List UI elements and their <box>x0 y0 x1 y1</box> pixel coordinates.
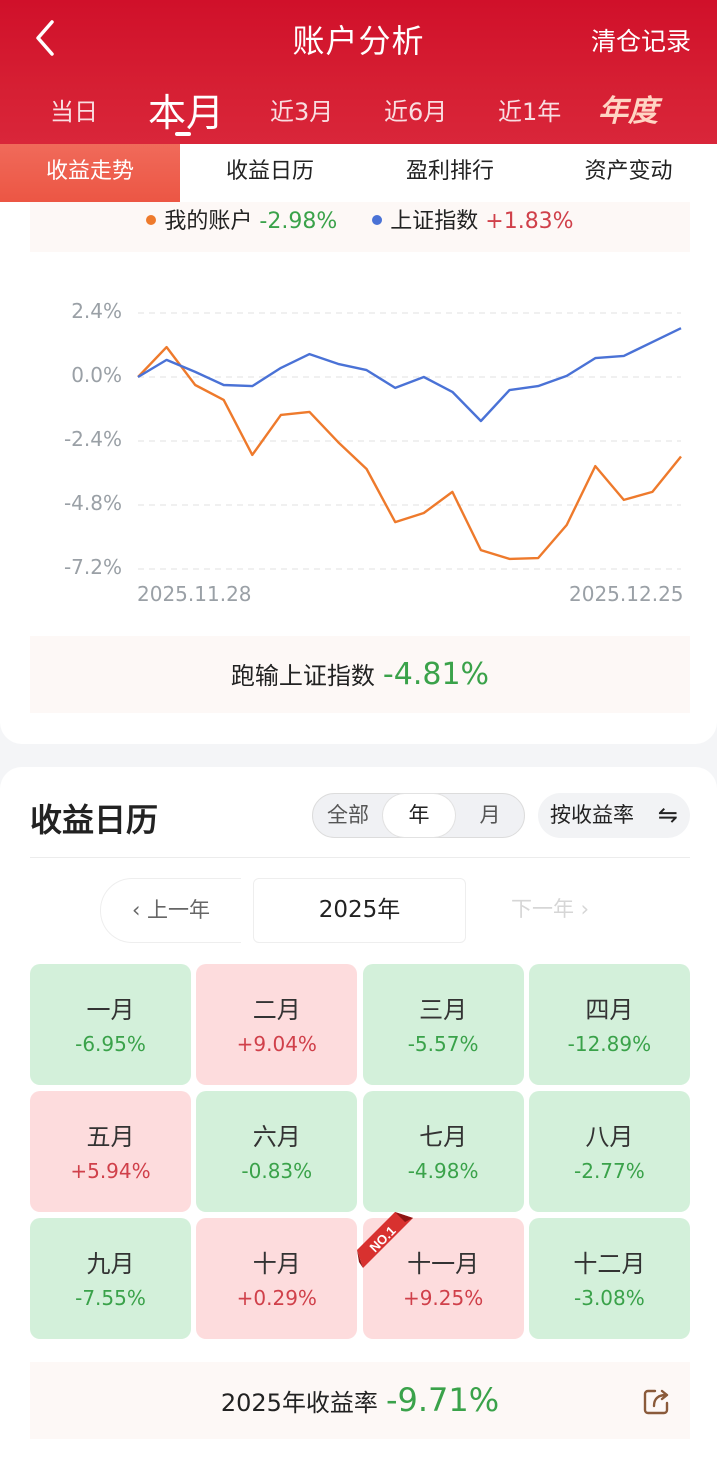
x-start-label: 2025.11.28 <box>137 582 252 606</box>
page-title: 账户分析 <box>292 22 425 60</box>
tab-profit-trend[interactable]: 收益走势 <box>0 144 180 202</box>
next-year-button: 下一年 › <box>490 878 610 943</box>
chevron-left-icon: ‹ <box>131 898 148 922</box>
month-cell[interactable]: 十月 +0.29% <box>196 1218 358 1339</box>
month-return: -4.98% <box>407 1159 479 1183</box>
y-tick: 0.0% <box>71 363 122 387</box>
month-return: -7.55% <box>75 1286 146 1310</box>
month-cell[interactable]: 四月 -12.89% <box>528 964 690 1085</box>
legend-account-value: -2.98% <box>259 209 338 234</box>
back-button[interactable] <box>30 18 64 58</box>
comparison-value: -4.81% <box>382 657 490 692</box>
year-total-label: 2025年收益率 <box>220 1389 378 1417</box>
tab-asset-change[interactable]: 资产变动 <box>584 159 673 184</box>
trend-card: 我的账户 -2.98% 上证指数 +1.83% 2.4% 0.0% -2.4% … <box>0 202 717 744</box>
segment-all[interactable]: 全部 <box>327 803 369 827</box>
month-return: +0.29% <box>236 1286 317 1310</box>
prev-year-label: 上一年 <box>147 898 211 922</box>
month-cell[interactable]: 二月 +9.04% <box>196 964 358 1085</box>
month-return: +9.04% <box>236 1032 317 1056</box>
month-cell[interactable]: 七月 -4.98% <box>362 1091 524 1212</box>
legend-index-label: 上证指数 <box>390 209 479 234</box>
month-name: 十二月 <box>573 1250 646 1278</box>
share-icon[interactable] <box>642 1386 672 1416</box>
orange-dot-icon <box>146 215 157 225</box>
blue-dot-icon <box>372 215 383 225</box>
month-return: +5.94% <box>70 1159 151 1183</box>
month-name: 八月 <box>585 1123 634 1151</box>
year-total-value: -9.71% <box>385 1381 500 1419</box>
month-name: 七月 <box>419 1123 468 1151</box>
y-tick: -7.2% <box>63 555 122 579</box>
month-cell[interactable]: 一月 -6.95% <box>30 964 191 1085</box>
month-cell[interactable]: 六月 -0.83% <box>196 1091 358 1212</box>
month-cell[interactable]: 十二月 -3.08% <box>528 1218 690 1339</box>
divider <box>30 857 690 858</box>
y-tick: -2.4% <box>63 427 122 451</box>
month-name: 十一月 <box>407 1250 480 1278</box>
period-selector: 当日 本月 近3月 近6月 近1年 年度 <box>0 82 717 136</box>
month-return: -0.83% <box>241 1159 313 1183</box>
trend-line-chart[interactable]: 2.4% 0.0% -2.4% -4.8% -7.2% 2025.11.28 2… <box>0 272 717 622</box>
month-name: 二月 <box>252 996 301 1024</box>
prev-year-button[interactable]: ‹ 上一年 <box>100 878 241 943</box>
rank-ribbon-icon: NO.1 <box>356 1212 413 1268</box>
legend-index-value: +1.83% <box>485 209 574 234</box>
month-return: -12.89% <box>567 1032 652 1056</box>
year-total-summary: 2025年收益率 -9.71% <box>30 1362 690 1439</box>
clearance-record-link[interactable]: 清仓记录 <box>590 27 691 56</box>
y-tick: -4.8% <box>63 491 122 515</box>
tab-profit-calendar[interactable]: 收益日历 <box>225 159 314 184</box>
month-name: 十月 <box>252 1250 301 1278</box>
view-segmented-control: 全部 年 月 <box>312 793 525 838</box>
period-annual[interactable]: 年度 <box>598 94 658 129</box>
app-header: 账户分析 清仓记录 当日 本月 近3月 近6月 近1年 年度 <box>0 0 717 144</box>
sort-label: 按收益率 <box>550 803 634 827</box>
period-today[interactable]: 当日 <box>50 98 98 126</box>
month-cell[interactable]: 九月 -7.55% <box>30 1218 191 1339</box>
month-return: -3.08% <box>574 1286 645 1310</box>
comparison-summary: 跑输上证指数 -4.81% <box>30 636 690 713</box>
legend-account: 我的账户 -2.98% <box>146 202 337 242</box>
analysis-tabs: 收益走势 收益日历 盈利排行 资产变动 <box>0 144 717 202</box>
month-name: 一月 <box>86 996 135 1024</box>
period-6-months[interactable]: 近6月 <box>384 98 448 126</box>
chevron-left-icon <box>36 20 54 56</box>
chart-plot-area <box>137 312 682 570</box>
comparison-label: 跑输上证指数 <box>230 662 375 690</box>
month-name: 三月 <box>419 996 468 1024</box>
month-cell[interactable]: 五月 +5.94% <box>30 1091 191 1212</box>
period-this-month[interactable]: 本月 <box>148 82 224 137</box>
month-name: 四月 <box>585 996 634 1024</box>
month-return: -6.95% <box>75 1032 146 1056</box>
segment-month[interactable]: 月 <box>479 803 501 827</box>
swap-icon: ⇋ <box>657 801 678 829</box>
tab-profit-ranking[interactable]: 盈利排行 <box>405 159 494 184</box>
year-selector[interactable]: 2025年 <box>253 878 466 943</box>
month-return: -2.77% <box>574 1159 645 1183</box>
month-name: 五月 <box>86 1123 135 1151</box>
period-3-months[interactable]: 近3月 <box>270 98 334 126</box>
month-return: -5.57% <box>407 1032 479 1056</box>
month-name: 六月 <box>252 1123 301 1151</box>
legend-index: 上证指数 +1.83% <box>372 202 574 242</box>
month-name: 九月 <box>86 1250 135 1278</box>
month-return: +9.25% <box>402 1286 484 1310</box>
chart-legend: 我的账户 -2.98% 上证指数 +1.83% <box>30 202 690 252</box>
month-cell[interactable]: 十一月 +9.25% NO.1 <box>356 1212 524 1339</box>
segment-year[interactable]: 年 <box>383 794 455 837</box>
calendar-card: 收益日历 全部 年 月 按收益率 ⇋ ‹ 上一年 2025年 下一年 › 一月 -… <box>0 767 717 1460</box>
chevron-right-icon: › <box>573 897 590 921</box>
month-cell[interactable]: 三月 -5.57% <box>362 964 524 1085</box>
next-year-label: 下一年 <box>510 897 574 921</box>
y-tick: 2.4% <box>71 299 122 323</box>
x-end-label: 2025.12.25 <box>569 582 684 606</box>
calendar-title: 收益日历 <box>30 801 159 839</box>
legend-account-label: 我的账户 <box>164 209 253 234</box>
sort-by-return-button[interactable]: 按收益率 ⇋ <box>538 793 690 838</box>
period-1-year[interactable]: 近1年 <box>498 98 562 126</box>
month-cell[interactable]: 八月 -2.77% <box>528 1091 690 1212</box>
